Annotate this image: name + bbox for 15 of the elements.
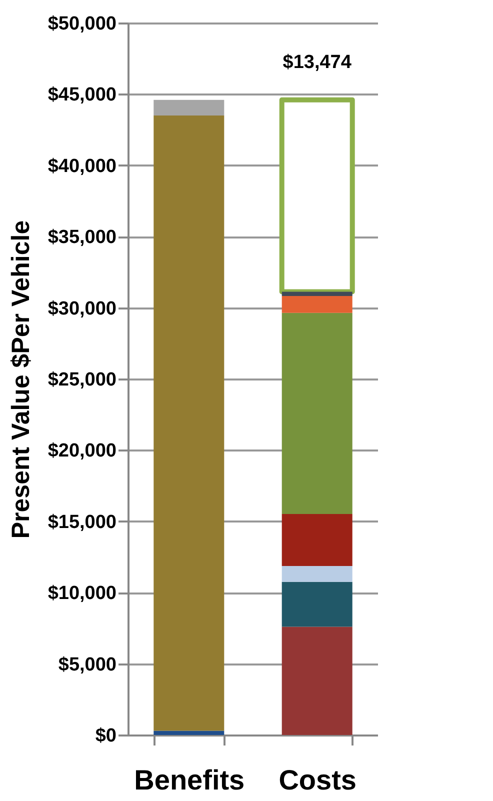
data-label: $13,474 <box>282 52 352 73</box>
y-tick-label: $30,000 <box>48 298 116 320</box>
y-tick-label: $10,000 <box>48 583 116 604</box>
y-tick-label: $25,000 <box>48 370 116 390</box>
y-tick-label: $45,000 <box>48 84 116 106</box>
y-tick-label: $40,000 <box>48 156 116 177</box>
y-tick-label: $0 <box>95 726 116 746</box>
y-tick-label: $50,000 <box>48 14 116 34</box>
y-tick-label: $35,000 <box>48 227 116 248</box>
y-tick-label: $15,000 <box>48 512 116 533</box>
x-tick-label: Costs <box>278 764 356 796</box>
x-tick-label: Benefits <box>134 764 245 796</box>
y-tick-label: $20,000 <box>48 440 116 462</box>
y-tick-label: $5,000 <box>58 654 116 676</box>
y-axis-title: Present Value $Per Vehicle <box>6 220 35 539</box>
